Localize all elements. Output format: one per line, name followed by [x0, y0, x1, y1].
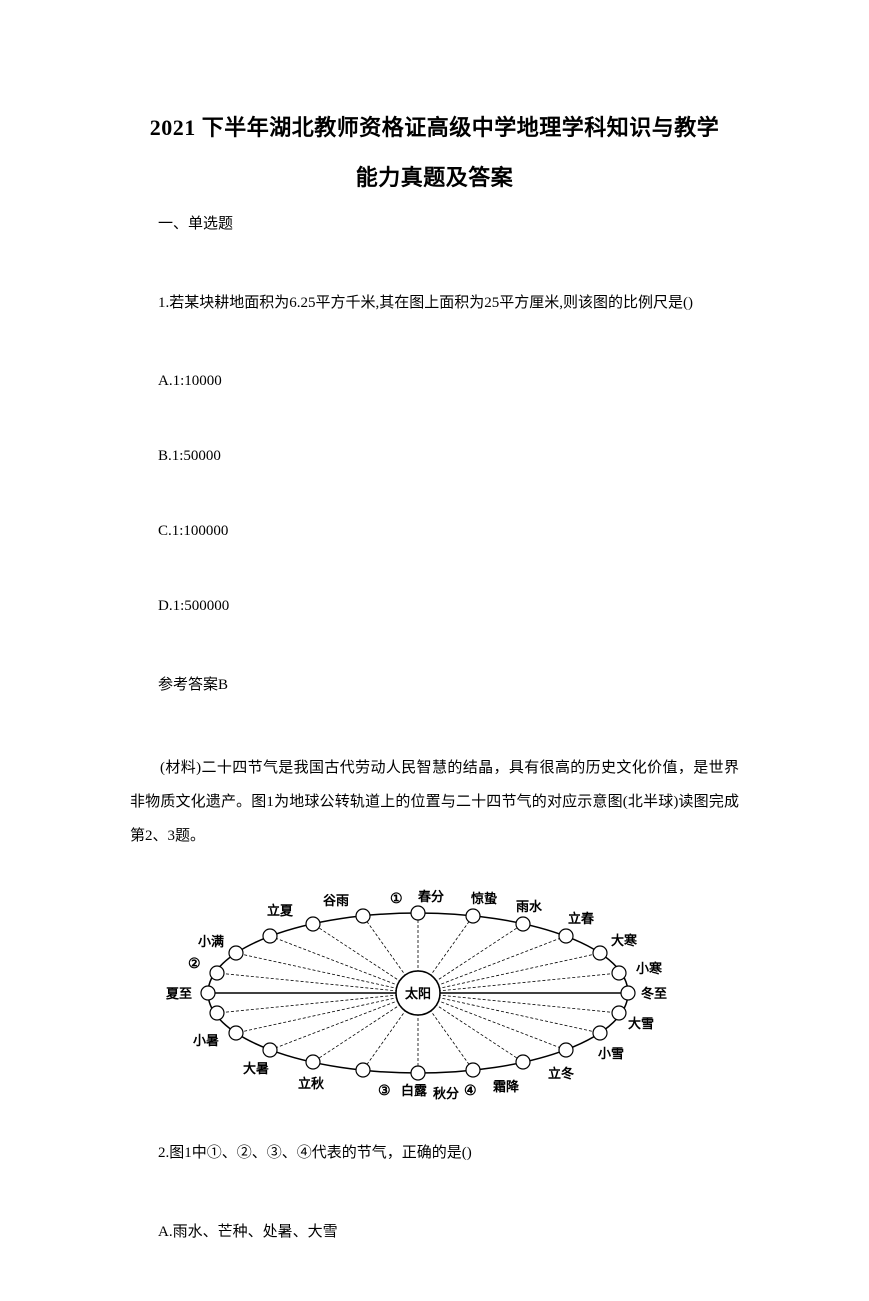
svg-text:白露: 白露 [401, 1083, 428, 1098]
title-line1: 2021 下半年湖北教师资格证高级中学地理学科知识与教学 [130, 110, 739, 142]
svg-text:惊蛰: 惊蛰 [471, 891, 497, 906]
marker-3: ③ [378, 1084, 391, 1099]
svg-text:雨水: 雨水 [516, 899, 543, 914]
q1-stem: 1.若某块耕地面积为6.25平方千米,其在图上面积为25平方厘米,则该图的比例尺… [158, 291, 739, 315]
svg-text:小寒: 小寒 [636, 961, 663, 976]
q1-option-a: A.1:10000 [158, 373, 739, 390]
svg-text:立春: 立春 [568, 911, 595, 926]
q1-option-d: D.1:500000 [158, 598, 739, 615]
diagram-svg: 太阳 [158, 873, 678, 1113]
q1-answer: 参考答案B [158, 673, 739, 694]
q2-option-a: A.雨水、芒种、处暑、大雪 [158, 1220, 739, 1241]
marker-4: ④ [464, 1084, 477, 1099]
svg-text:冬至: 冬至 [641, 986, 667, 1001]
svg-text:立秋: 立秋 [298, 1076, 325, 1091]
svg-text:立夏: 立夏 [267, 903, 294, 918]
title-line2: 能力真题及答案 [130, 160, 739, 192]
svg-text:夏至: 夏至 [165, 986, 192, 1001]
marker-2: ② [188, 957, 201, 972]
svg-text:春分: 春分 [417, 889, 444, 904]
svg-text:大暑: 大暑 [243, 1061, 269, 1076]
q2-stem: 2.图1中①、②、③、④代表的节气，正确的是() [158, 1141, 739, 1162]
q1-option-b: B.1:50000 [158, 448, 739, 465]
svg-text:小雪: 小雪 [598, 1046, 624, 1061]
marker-1: ① [390, 892, 403, 907]
svg-text:大雪: 大雪 [628, 1016, 654, 1031]
svg-text:立冬: 立冬 [548, 1066, 574, 1081]
svg-text:秋分: 秋分 [433, 1086, 459, 1101]
svg-text:小满: 小满 [198, 934, 224, 949]
section-header: 一、单选题 [158, 212, 739, 233]
svg-text:霜降: 霜降 [492, 1079, 520, 1094]
svg-text:小暑: 小暑 [193, 1033, 219, 1048]
material-text: (材料)二十四节气是我国古代劳动人民智慧的结晶，具有很高的历史文化价值，是世界非… [130, 752, 739, 853]
svg-text:谷雨: 谷雨 [323, 893, 349, 908]
svg-text:大寒: 大寒 [611, 933, 638, 948]
solar-terms-diagram: 太阳 [158, 873, 678, 1113]
q1-option-c: C.1:100000 [158, 523, 739, 540]
sun-label: 太阳 [404, 986, 431, 1001]
